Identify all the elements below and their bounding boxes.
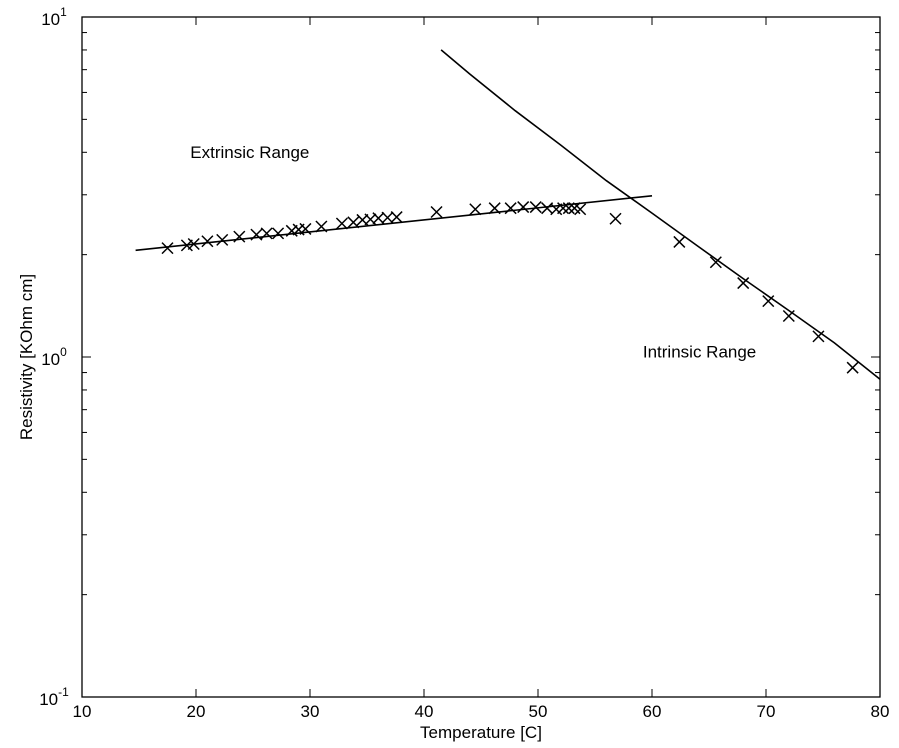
data-point [812, 330, 825, 343]
y-tick-label: 100 [41, 345, 67, 369]
data-point [161, 242, 174, 255]
x-tick-label: 40 [415, 702, 434, 721]
intrinsic-range-label: Intrinsic Range [643, 343, 756, 362]
axis-ticks [81, 16, 881, 698]
extrinsic-range-label: Extrinsic Range [190, 143, 309, 162]
data-point [673, 235, 686, 248]
data-point [390, 211, 403, 224]
data-point [315, 220, 328, 233]
data-point [504, 202, 517, 215]
data-point [272, 227, 285, 240]
data-point [469, 203, 482, 216]
plot-frame [81, 16, 881, 698]
data-point [335, 217, 348, 230]
data-point [216, 233, 229, 246]
data-point [762, 295, 775, 308]
data-point [233, 230, 246, 243]
x-tick-label: 30 [301, 702, 320, 721]
data-point [347, 216, 360, 229]
data-point [299, 222, 312, 235]
x-tick-label: 70 [757, 702, 776, 721]
data-point [488, 202, 501, 215]
data-point [201, 235, 214, 248]
y-tick-label: 101 [41, 5, 67, 29]
data-point [517, 201, 530, 214]
fit-line-2 [440, 49, 881, 380]
y-axis-label: Resistivity [KOhm cm] [17, 274, 36, 440]
data-point [430, 205, 443, 219]
data-point [372, 212, 385, 225]
x-axis-label: Temperature [C] [420, 723, 542, 742]
data-point [562, 202, 575, 215]
y-tick-label: 10-1 [39, 685, 69, 709]
data-point [557, 202, 570, 215]
x-tick-labels: 10 20 30 40 50 60 70 80 [73, 702, 890, 721]
data-point [846, 361, 859, 374]
x-tick-label: 80 [871, 702, 890, 721]
data-point [782, 309, 795, 323]
data-point [709, 256, 722, 269]
x-tick-label: 10 [73, 702, 92, 721]
data-point [529, 201, 542, 214]
y-tick-labels: 10-1 100 101 [39, 5, 69, 709]
data-point [250, 228, 263, 241]
annotations: Extrinsic Range Intrinsic Range [190, 143, 756, 362]
data-point [737, 277, 750, 290]
x-tick-label: 50 [529, 702, 548, 721]
data-point [187, 237, 200, 251]
data-point [260, 227, 273, 240]
x-tick-label: 20 [187, 702, 206, 721]
fit-lines [135, 49, 881, 380]
data-point [381, 211, 394, 224]
data-point [609, 212, 622, 225]
data-point [574, 203, 587, 216]
data-points [161, 201, 859, 374]
x-tick-label: 60 [643, 702, 662, 721]
